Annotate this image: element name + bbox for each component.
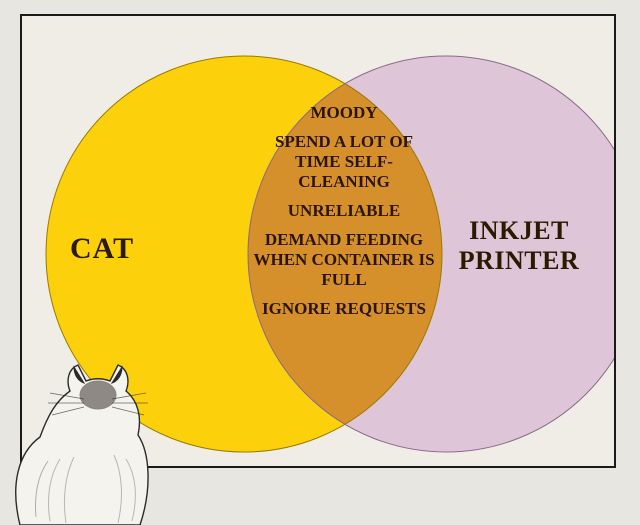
venn-left-label: CAT <box>70 232 134 267</box>
venn-intersection-item: SPEND A LOT OF TIME SELF-CLEANING <box>244 132 444 192</box>
venn-right-label-text: INKJET PRINTER <box>459 216 580 275</box>
cat-illustration-icon <box>0 345 160 525</box>
venn-intersection-list: MOODY SPEND A LOT OF TIME SELF-CLEANING … <box>244 94 444 328</box>
venn-right-label: INKJET PRINTER <box>444 216 594 276</box>
venn-intersection-item: DEMAND FEEDING WHEN CONTAINER IS FULL <box>244 230 444 290</box>
venn-intersection-item: UNRELIABLE <box>244 201 444 221</box>
venn-intersection-item: IGNORE REQUESTS <box>244 299 444 319</box>
venn-intersection-item: MOODY <box>244 103 444 123</box>
